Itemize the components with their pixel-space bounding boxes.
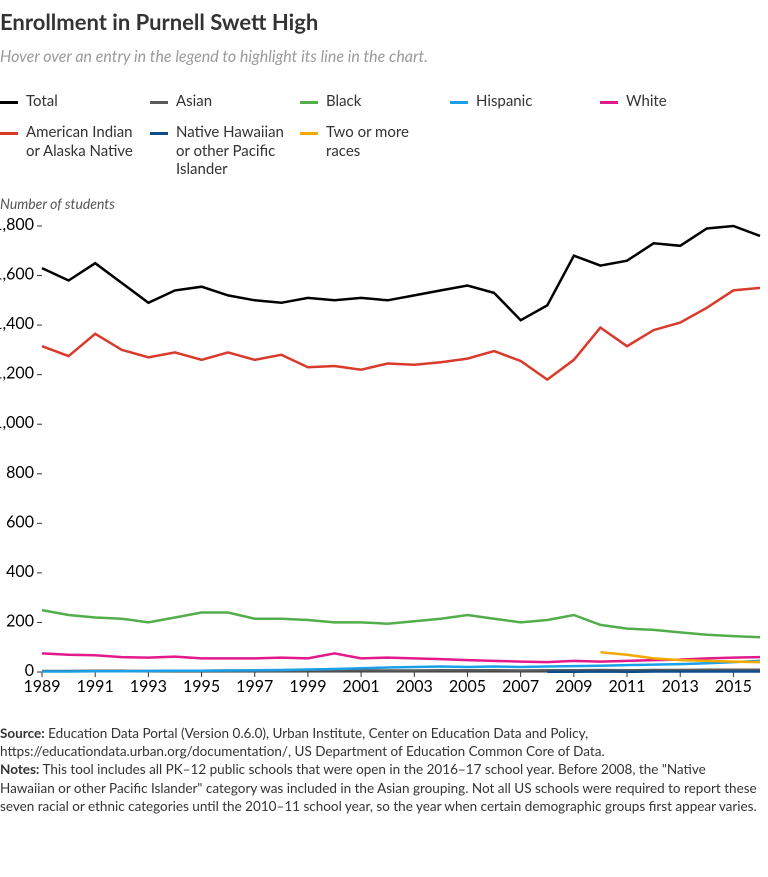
y-tick-label: 800 bbox=[6, 463, 34, 482]
y-axis-title: Number of students bbox=[0, 195, 768, 212]
y-tick-label: 1,400 bbox=[0, 314, 34, 333]
legend-swatch bbox=[0, 132, 18, 135]
legend: Total Asian Black Hispanic White American Ind… bbox=[0, 86, 768, 185]
legend-item[interactable]: Native Hawaiian or other Pacific Islande… bbox=[150, 117, 300, 185]
x-tick-label: 1991 bbox=[77, 677, 114, 696]
x-tick-label: 2011 bbox=[608, 677, 645, 696]
legend-item[interactable]: Black bbox=[300, 86, 450, 117]
legend-swatch bbox=[150, 101, 168, 104]
x-tick-label: 2003 bbox=[396, 677, 433, 696]
y-tick-label: 600 bbox=[6, 512, 34, 531]
x-tick-label: 2005 bbox=[449, 677, 486, 696]
x-tick-label: 1995 bbox=[183, 677, 220, 696]
legend-label: Two or more races bbox=[326, 123, 440, 161]
series-line bbox=[42, 226, 760, 320]
x-tick-label: 2013 bbox=[662, 677, 699, 696]
legend-swatch bbox=[450, 101, 468, 104]
y-tick-label: 1,600 bbox=[0, 265, 34, 284]
y-tick-label: 200 bbox=[6, 611, 34, 630]
x-tick-label: 2001 bbox=[343, 677, 380, 696]
legend-label: Total bbox=[26, 92, 58, 111]
x-tick-label: 2015 bbox=[715, 677, 752, 696]
legend-swatch bbox=[300, 132, 318, 135]
y-tick-label: 1,800 bbox=[0, 216, 34, 234]
legend-label: Native Hawaiian or other Pacific Islande… bbox=[176, 123, 290, 179]
y-tick-label: 1,000 bbox=[0, 413, 34, 432]
chart-subtitle: Hover over an entry in the legend to hig… bbox=[0, 47, 768, 66]
legend-label: American Indian or Alaska Native bbox=[26, 123, 140, 161]
chart-footer: Source: Education Data Portal (Version 0… bbox=[0, 724, 768, 815]
notes-label: Notes: bbox=[0, 761, 39, 777]
legend-item[interactable]: White bbox=[600, 86, 750, 117]
series-line bbox=[42, 610, 760, 637]
x-tick-label: 1993 bbox=[130, 677, 167, 696]
x-tick-label: 2009 bbox=[555, 677, 592, 696]
source-text: Education Data Portal (Version 0.6.0), U… bbox=[0, 725, 605, 759]
y-tick-label: 400 bbox=[6, 562, 34, 581]
notes-line: Notes: This tool includes all PK–12 publ… bbox=[0, 760, 760, 815]
chart-title: Enrollment in Purnell Swett High bbox=[0, 8, 768, 35]
legend-swatch bbox=[150, 132, 168, 135]
legend-item[interactable]: Two or more races bbox=[300, 117, 450, 185]
legend-label: Asian bbox=[176, 92, 212, 111]
notes-text: This tool includes all PK–12 public scho… bbox=[0, 761, 757, 813]
x-tick-label: 1989 bbox=[23, 677, 60, 696]
legend-item[interactable]: American Indian or Alaska Native bbox=[0, 117, 150, 185]
legend-swatch bbox=[300, 101, 318, 104]
legend-label: White bbox=[626, 92, 667, 111]
legend-item[interactable]: Total bbox=[0, 86, 150, 117]
source-line: Source: Education Data Portal (Version 0… bbox=[0, 724, 760, 760]
legend-swatch bbox=[0, 101, 18, 104]
legend-item[interactable]: Hispanic bbox=[450, 86, 600, 117]
x-tick-label: 1999 bbox=[289, 677, 326, 696]
legend-label: Hispanic bbox=[476, 92, 532, 111]
y-tick-label: 1,200 bbox=[0, 364, 34, 383]
x-tick-label: 1997 bbox=[236, 677, 273, 696]
legend-label: Black bbox=[326, 92, 361, 111]
source-label: Source: bbox=[0, 725, 45, 741]
x-tick-label: 2007 bbox=[502, 677, 539, 696]
line-chart: 02004006008001,0001,2001,4001,6001,80019… bbox=[0, 216, 768, 706]
legend-item[interactable]: Asian bbox=[150, 86, 300, 117]
legend-swatch bbox=[600, 101, 618, 104]
